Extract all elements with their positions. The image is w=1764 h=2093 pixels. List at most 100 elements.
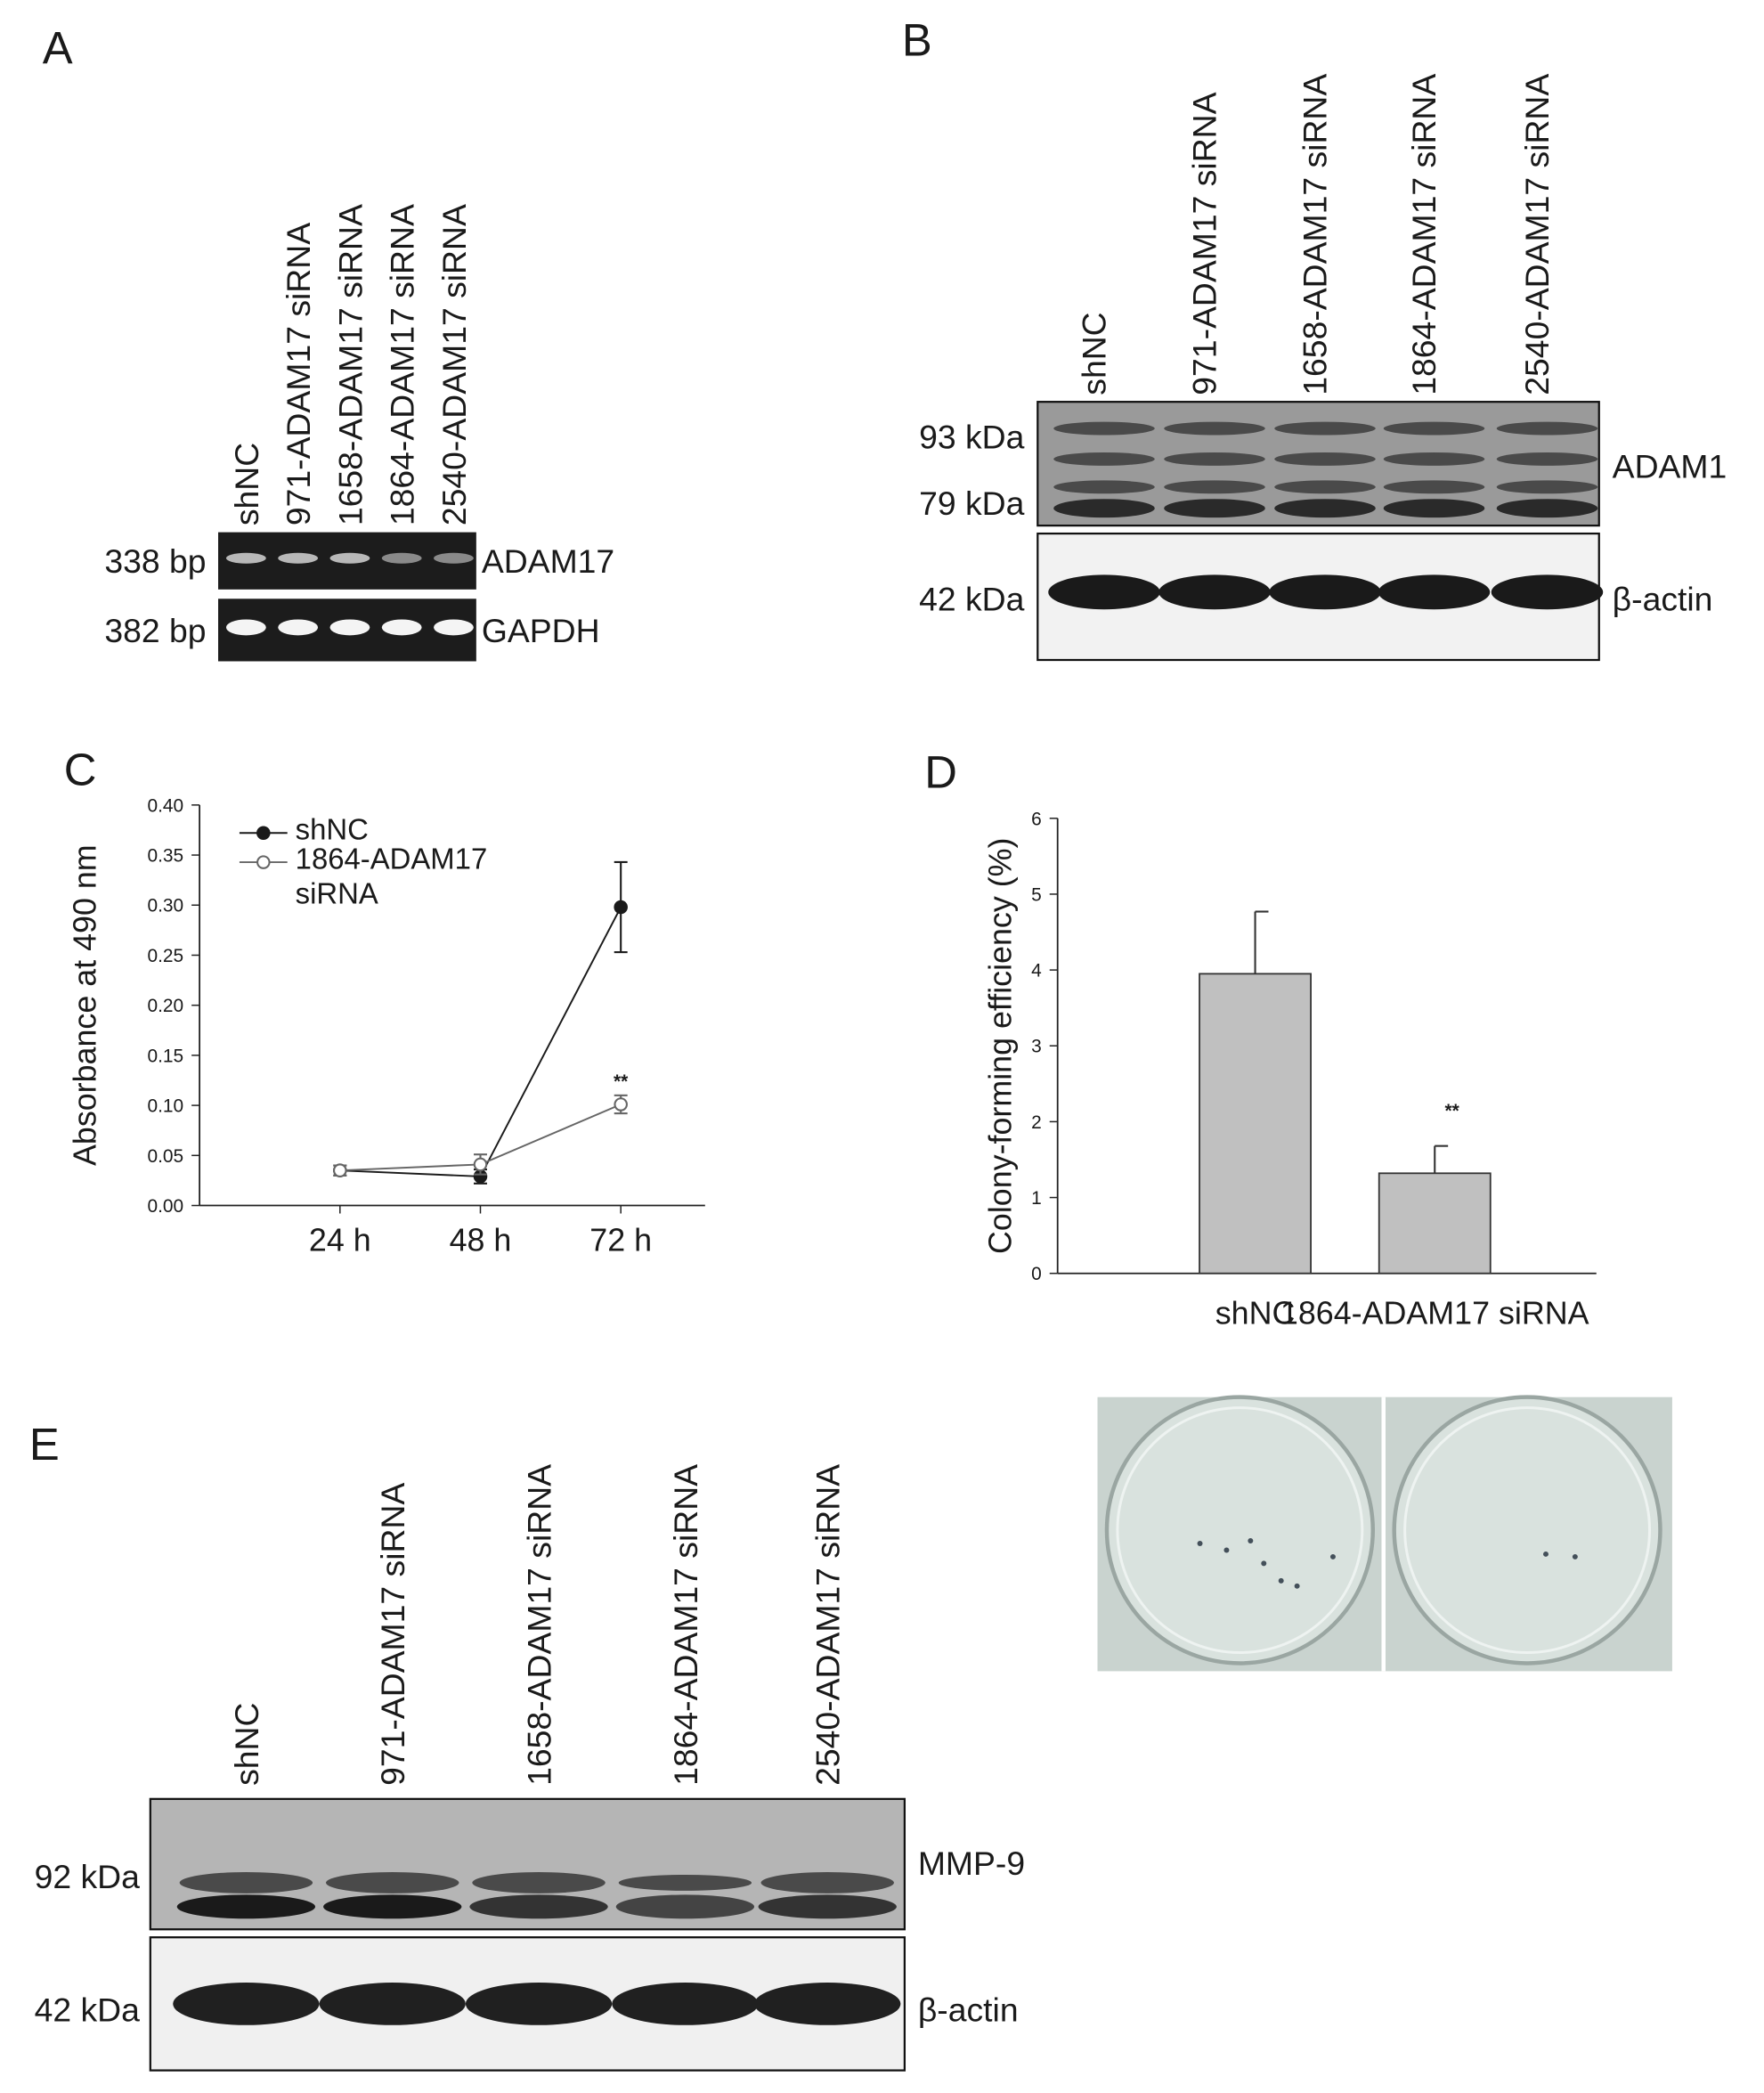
blot-band bbox=[612, 1983, 759, 2025]
blot-band bbox=[179, 1872, 313, 1893]
y-axis-label: Absorbance at 490 nm bbox=[68, 844, 103, 1166]
legend-item: shNC bbox=[295, 812, 369, 847]
blot-band bbox=[319, 1983, 466, 2025]
blot-band bbox=[1164, 421, 1265, 436]
protein-label: ADAM1 bbox=[1613, 447, 1727, 485]
bar bbox=[1199, 973, 1312, 1275]
marker-label: 42 kDa bbox=[919, 581, 1025, 618]
y-tick-label: 0.40 bbox=[147, 795, 183, 816]
panel-label: A bbox=[43, 23, 73, 74]
blot-band bbox=[1053, 480, 1155, 494]
y-tick-label: 0.10 bbox=[147, 1096, 183, 1117]
x-tick-label: 48 h bbox=[450, 1222, 512, 1258]
y-tick-label: 0.35 bbox=[147, 846, 183, 867]
blot-band bbox=[1158, 574, 1271, 610]
annotation: ** bbox=[1445, 1101, 1460, 1121]
blot-band bbox=[1496, 480, 1598, 494]
blot-band bbox=[1164, 452, 1265, 466]
gel-band bbox=[329, 619, 370, 636]
panel-label: D bbox=[924, 746, 957, 797]
y-tick-label: 0.05 bbox=[147, 1146, 183, 1167]
lane-label: 1864-ADAM17 siRNA bbox=[1405, 74, 1443, 395]
blot-band bbox=[173, 1983, 320, 2025]
lane-label: 1658-ADAM17 siRNA bbox=[331, 204, 369, 525]
lane-label: shNC bbox=[228, 443, 265, 525]
data-point bbox=[614, 1097, 628, 1112]
x-tick-label: 24 h bbox=[309, 1222, 371, 1258]
dish bbox=[1392, 1395, 1662, 1665]
x-tick-label: 72 h bbox=[589, 1222, 652, 1258]
blot-band bbox=[465, 1983, 613, 2025]
blot-band bbox=[323, 1894, 462, 1919]
blot-band bbox=[615, 1894, 755, 1919]
lane-label: 1864-ADAM17 siRNA bbox=[384, 204, 421, 525]
series-line bbox=[339, 907, 622, 1177]
blot-images bbox=[149, 401, 1672, 2072]
legend-marker bbox=[256, 855, 271, 869]
colony bbox=[1261, 1560, 1267, 1567]
blot-band bbox=[618, 1874, 752, 1891]
colony bbox=[1542, 1551, 1549, 1557]
blot-band bbox=[1383, 421, 1485, 436]
y-tick-label: 0.00 bbox=[147, 1196, 183, 1217]
data-point bbox=[614, 900, 628, 915]
gel-band bbox=[278, 552, 319, 564]
y-tick-label: 0.15 bbox=[147, 1046, 183, 1066]
blot-band bbox=[1496, 421, 1598, 436]
blot-band bbox=[1274, 499, 1376, 518]
colony bbox=[1329, 1553, 1336, 1560]
blot-band bbox=[1496, 452, 1598, 466]
colony bbox=[1223, 1547, 1230, 1553]
dish bbox=[1104, 1395, 1376, 1665]
panel-label: E bbox=[29, 1419, 60, 1470]
marker-label: 93 kDa bbox=[919, 418, 1025, 455]
blot-band bbox=[1383, 452, 1485, 466]
gel-band bbox=[278, 619, 319, 636]
gel-band bbox=[329, 552, 370, 564]
x-tick-label: shNC bbox=[1215, 1295, 1296, 1331]
gel-band bbox=[381, 619, 422, 636]
lane-label: 1864-ADAM17 siRNA bbox=[667, 1464, 704, 1786]
y-tick-label: 1 bbox=[1031, 1188, 1042, 1209]
y-tick-label: 2 bbox=[1031, 1112, 1042, 1133]
blot-band bbox=[1491, 574, 1604, 610]
protein-label: MMP-9 bbox=[918, 1845, 1025, 1882]
data-point bbox=[473, 1157, 488, 1172]
y-tick-label: 5 bbox=[1031, 884, 1042, 905]
bar bbox=[1378, 1172, 1492, 1275]
annotation: ** bbox=[614, 1071, 629, 1092]
blot-band bbox=[758, 1894, 897, 1919]
marker-label: 42 kDa bbox=[35, 1991, 141, 2028]
gel-band bbox=[381, 552, 422, 564]
y-axis-label: Colony-forming efficiency (%) bbox=[982, 838, 1018, 1254]
error-bar bbox=[1434, 1144, 1449, 1174]
colony bbox=[1278, 1577, 1284, 1584]
blot-band bbox=[1274, 480, 1376, 494]
colony bbox=[1294, 1583, 1300, 1589]
lane-label: 2540-ADAM17 siRNA bbox=[1518, 74, 1556, 395]
dish-rim bbox=[1403, 1406, 1652, 1654]
gel-band bbox=[225, 552, 266, 564]
blot-band bbox=[1053, 499, 1155, 518]
lane-label: shNC bbox=[1075, 312, 1112, 395]
marker-label: 79 kDa bbox=[919, 485, 1025, 522]
blot-band bbox=[1164, 499, 1265, 518]
gel-band bbox=[225, 619, 266, 636]
colony bbox=[1572, 1553, 1578, 1560]
legend-label: shNC bbox=[295, 812, 369, 847]
blot-band bbox=[326, 1872, 459, 1893]
blot-band bbox=[176, 1894, 316, 1919]
lane-label: 971-ADAM17 siRNA bbox=[1185, 92, 1223, 395]
gene-label: ADAM17 bbox=[482, 542, 614, 580]
lane-label: 1658-ADAM17 siRNA bbox=[1296, 74, 1333, 395]
gene-label: GAPDH bbox=[482, 612, 600, 649]
blot-band bbox=[1164, 480, 1265, 494]
blot-band bbox=[1053, 452, 1155, 466]
y-tick-label: 3 bbox=[1031, 1037, 1042, 1057]
y-tick-label: 6 bbox=[1031, 809, 1042, 829]
protein-label: β-actin bbox=[918, 1991, 1019, 2028]
blot-band bbox=[469, 1894, 608, 1919]
dish-rim bbox=[1116, 1406, 1364, 1654]
gel-band bbox=[434, 619, 474, 636]
